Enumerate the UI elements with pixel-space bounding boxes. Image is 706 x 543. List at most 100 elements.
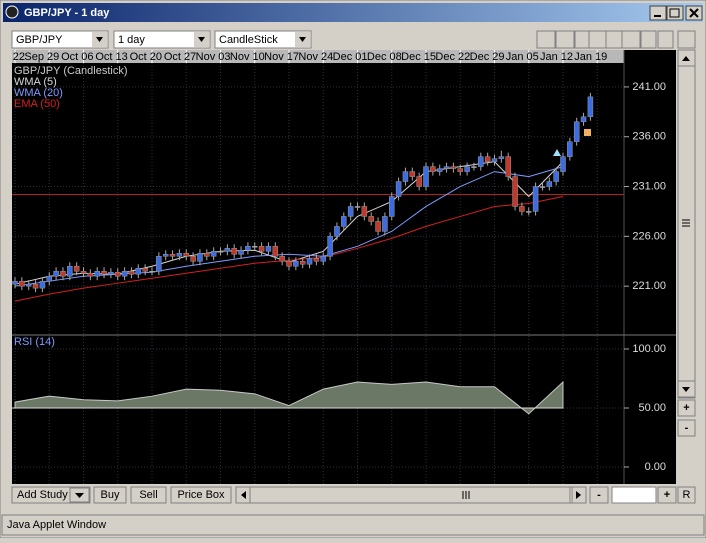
date-label: Dec 15 — [401, 51, 436, 63]
date-label: Oct 06 — [61, 51, 93, 63]
ma-line — [14, 166, 564, 287]
legend-entry: EMA (50) — [14, 98, 60, 110]
date-label: Nov 17 — [264, 51, 299, 63]
candle-body — [12, 280, 18, 285]
y-tick-label: 236.00 — [632, 131, 666, 143]
date-label: Oct 20 — [130, 51, 162, 63]
candle-body — [389, 196, 395, 217]
symbol: GBP/JPY — [16, 34, 63, 46]
symbol-select[interactable] — [11, 30, 109, 49]
candle-body — [94, 270, 100, 277]
title-bar — [3, 3, 703, 22]
interval-select[interactable] — [113, 30, 211, 49]
reset[interactable]: R — [683, 489, 691, 501]
candle-body — [519, 206, 525, 212]
candle-body — [567, 141, 573, 157]
candle-body — [135, 267, 142, 275]
candle-body — [60, 270, 66, 277]
horizontal-scrollbar[interactable] — [235, 486, 587, 504]
window-controls[interactable] — [649, 5, 703, 21]
date-label: Oct 27 — [164, 51, 196, 63]
date-label: Dec 29 — [470, 51, 505, 63]
y-tick-label: 100.00 — [632, 343, 666, 355]
y-tick-label: 221.00 — [632, 280, 666, 292]
candle-body — [46, 275, 52, 282]
window-title: GBP/JPY - 1 day — [24, 7, 110, 19]
candle-body — [546, 181, 553, 187]
price-box[interactable]: Price Box — [177, 489, 225, 501]
y-tick-label: 226.00 — [632, 230, 666, 242]
candle-body — [573, 121, 580, 142]
legend-entry: WMA (20) — [14, 87, 63, 99]
date-label: Oct 13 — [95, 51, 127, 63]
candle-body — [402, 171, 409, 182]
sell[interactable]: Sell — [139, 489, 157, 501]
buy[interactable]: Buy — [101, 489, 120, 501]
zoom-out-x[interactable]: - — [597, 489, 601, 501]
candle-body — [224, 248, 231, 252]
candle-body — [512, 176, 518, 207]
candle-body — [532, 186, 539, 212]
tool-buttons[interactable] — [536, 30, 696, 49]
candle-body — [395, 181, 402, 197]
candle-body — [142, 267, 148, 272]
zoom-in[interactable]: + — [683, 402, 689, 414]
vertical-scrollbar[interactable] — [677, 49, 696, 399]
candle-body — [457, 168, 463, 172]
zoom-in-x[interactable]: + — [664, 489, 670, 501]
candle-body — [409, 171, 416, 177]
candle-body — [156, 256, 162, 272]
candle-body — [361, 206, 368, 217]
candle-body — [149, 270, 155, 273]
chart-area — [12, 50, 676, 484]
status: Java Applet Window — [7, 519, 106, 531]
candle-body — [25, 283, 32, 287]
candle-body — [416, 176, 422, 187]
candle-body — [53, 270, 59, 277]
candle-body — [334, 226, 340, 237]
candle-body — [183, 253, 189, 257]
candle-body — [443, 166, 450, 169]
candle-body — [498, 156, 505, 159]
candle-body — [197, 253, 203, 262]
add-study[interactable]: Add Study — [17, 489, 68, 501]
legend-entry: WMA (5) — [14, 76, 57, 88]
signal-marker — [553, 149, 561, 156]
candle-body — [286, 261, 292, 267]
candle-body — [313, 258, 320, 262]
candle-body — [87, 272, 94, 277]
y-tick-label: 0.00 — [645, 461, 666, 473]
legend-title: GBP/JPY (Candlestick) — [14, 65, 128, 77]
candle-body — [279, 256, 285, 262]
candle-body — [204, 253, 210, 257]
zoom-out[interactable]: - — [685, 422, 689, 434]
status-bar — [1, 514, 705, 536]
signal-marker — [584, 129, 591, 136]
candle-body — [39, 280, 46, 289]
candle-body — [375, 221, 381, 232]
candle-body — [587, 96, 594, 118]
candle-body — [190, 256, 196, 262]
candle-body — [299, 261, 306, 265]
candle-body — [231, 248, 237, 255]
candle-body — [320, 256, 326, 262]
candle-body — [368, 216, 374, 222]
candle-body — [539, 186, 546, 188]
candle-body — [347, 206, 354, 217]
candle-body — [176, 253, 183, 257]
date-label: Nov 24 — [298, 51, 333, 63]
candle-body — [505, 156, 511, 177]
type-select[interactable] — [214, 30, 312, 49]
app-icon — [5, 5, 19, 19]
candle-body — [32, 283, 39, 289]
dropdown-arrow — [75, 493, 84, 498]
candle-body — [121, 270, 128, 277]
date-label: Jan 12 — [540, 51, 573, 63]
candle-body — [162, 254, 169, 257]
rsi-label: RSI (14) — [14, 336, 55, 348]
scale-buttons[interactable] — [589, 399, 696, 504]
candle-body — [580, 116, 587, 123]
date-label: Sep 29 — [24, 51, 59, 63]
buttons[interactable] — [11, 486, 232, 504]
